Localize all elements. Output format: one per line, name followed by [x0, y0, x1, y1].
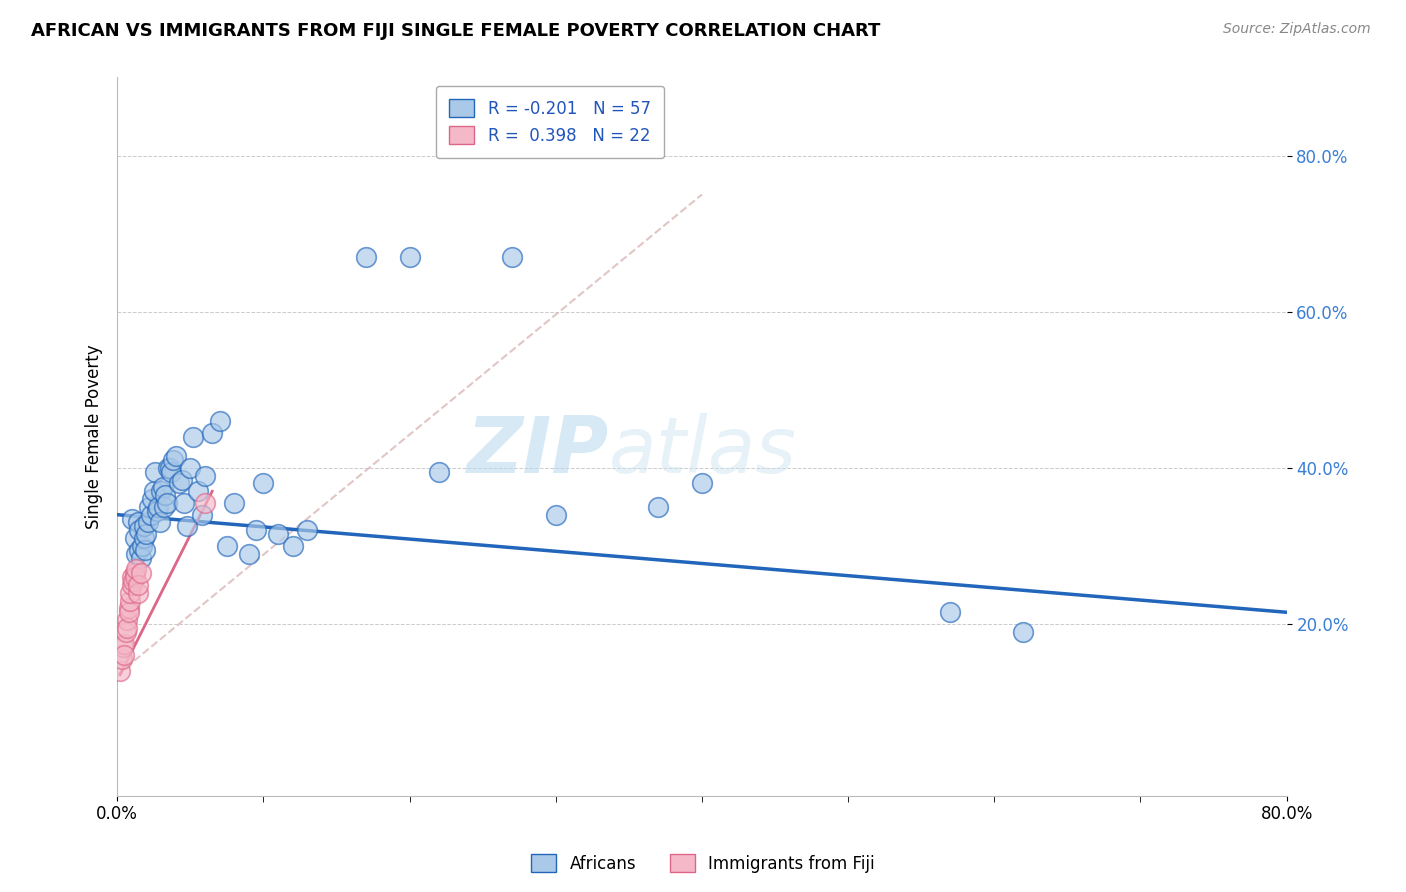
- Point: [162, 453, 184, 467]
- Point: [191, 508, 214, 522]
- Point: [201, 425, 224, 440]
- Point: [121, 578, 143, 592]
- Point: [194, 468, 217, 483]
- Point: [167, 476, 190, 491]
- Text: atlas: atlas: [609, 413, 796, 489]
- Point: [127, 516, 149, 530]
- Point: [118, 601, 141, 615]
- Point: [118, 605, 141, 619]
- Point: [187, 484, 209, 499]
- Point: [129, 566, 152, 581]
- Point: [159, 460, 181, 475]
- Point: [501, 250, 523, 264]
- Point: [120, 586, 142, 600]
- Point: [135, 527, 157, 541]
- Point: [128, 542, 150, 557]
- Point: [194, 496, 217, 510]
- Point: [181, 429, 204, 443]
- Point: [125, 562, 148, 576]
- Point: [354, 250, 377, 264]
- Point: [120, 593, 142, 607]
- Point: [152, 480, 174, 494]
- Point: [148, 516, 170, 530]
- Point: [208, 414, 231, 428]
- Point: [238, 547, 260, 561]
- Point: [114, 636, 136, 650]
- Point: [136, 516, 159, 530]
- Point: [1012, 624, 1035, 639]
- Point: [156, 496, 179, 510]
- Point: [176, 519, 198, 533]
- Point: [125, 547, 148, 561]
- Point: [170, 473, 193, 487]
- Point: [121, 570, 143, 584]
- Point: [544, 508, 567, 522]
- Point: [145, 504, 167, 518]
- Point: [127, 578, 149, 592]
- Point: [179, 460, 201, 475]
- Point: [165, 449, 187, 463]
- Point: [153, 500, 176, 514]
- Point: [132, 519, 155, 533]
- Point: [112, 640, 135, 655]
- Point: [267, 527, 290, 541]
- Point: [124, 566, 146, 581]
- Point: [129, 550, 152, 565]
- Point: [224, 496, 246, 510]
- Point: [124, 570, 146, 584]
- Legend: R = -0.201   N = 57, R =  0.398   N = 22: R = -0.201 N = 57, R = 0.398 N = 22: [436, 86, 664, 158]
- Point: [108, 664, 131, 678]
- Text: AFRICAN VS IMMIGRANTS FROM FIJI SINGLE FEMALE POVERTY CORRELATION CHART: AFRICAN VS IMMIGRANTS FROM FIJI SINGLE F…: [31, 22, 880, 40]
- Point: [427, 465, 450, 479]
- Point: [215, 539, 238, 553]
- Legend: Africans, Immigrants from Fiji: Africans, Immigrants from Fiji: [524, 847, 882, 880]
- Point: [124, 531, 146, 545]
- Point: [134, 542, 156, 557]
- Point: [128, 523, 150, 537]
- Text: Source: ZipAtlas.com: Source: ZipAtlas.com: [1223, 22, 1371, 37]
- Point: [939, 605, 962, 619]
- Point: [143, 465, 166, 479]
- Point: [398, 250, 420, 264]
- Point: [160, 465, 183, 479]
- Point: [114, 648, 136, 663]
- Point: [115, 624, 138, 639]
- Point: [122, 574, 145, 588]
- Point: [132, 531, 155, 545]
- Point: [647, 500, 669, 514]
- Y-axis label: Single Female Poverty: Single Female Poverty: [86, 344, 103, 529]
- Text: ZIP: ZIP: [467, 413, 609, 489]
- Point: [139, 508, 162, 522]
- Point: [173, 496, 195, 510]
- Point: [146, 500, 169, 514]
- Point: [245, 523, 267, 537]
- Point: [131, 539, 153, 553]
- Point: [142, 484, 165, 499]
- Point: [150, 484, 173, 499]
- Point: [141, 491, 163, 506]
- Point: [252, 476, 274, 491]
- Point: [110, 652, 132, 666]
- Point: [138, 500, 160, 514]
- Point: [117, 613, 139, 627]
- Point: [127, 586, 149, 600]
- Point: [157, 460, 180, 475]
- Point: [281, 539, 304, 553]
- Point: [117, 621, 139, 635]
- Point: [155, 488, 177, 502]
- Point: [121, 511, 143, 525]
- Point: [690, 476, 713, 491]
- Point: [297, 523, 319, 537]
